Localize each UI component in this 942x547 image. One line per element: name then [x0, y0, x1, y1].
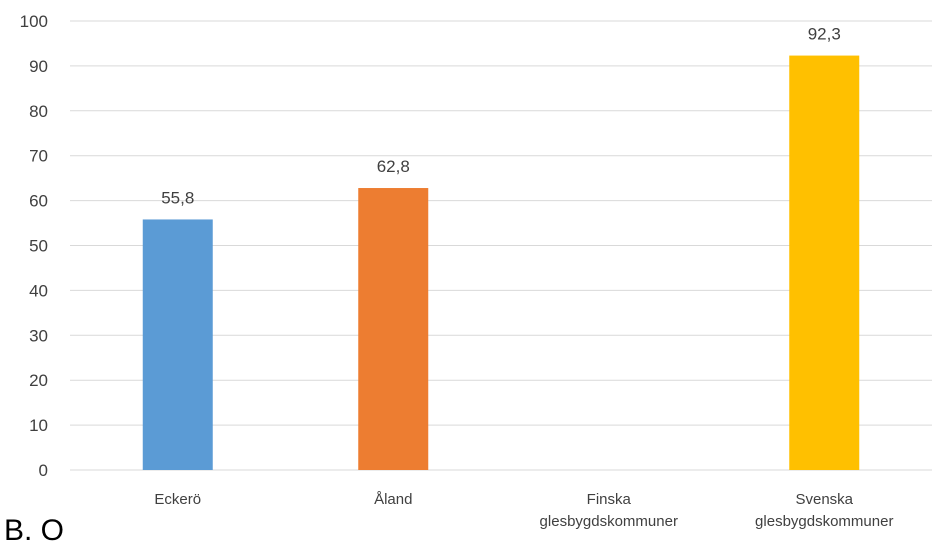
- bars: [142, 55, 860, 471]
- x-axis-categories: Eckerö Åland Finska glesbygdskommuner Svensk…: [154, 491, 893, 530]
- bar: [142, 219, 213, 470]
- y-tick-label: 90: [29, 57, 48, 76]
- y-axis-ticks: 0 10 20 30 40 50 60 70 80 90 100: [20, 12, 48, 480]
- y-tick-label: 60: [29, 192, 48, 211]
- data-label: 92,3: [808, 25, 841, 44]
- y-tick-label: 30: [29, 326, 48, 345]
- y-tick-label: 70: [29, 147, 48, 166]
- y-tick-label: 100: [20, 12, 48, 31]
- y-tick-label: 20: [29, 371, 48, 390]
- x-category-label: glesbygdskommuner: [540, 513, 678, 530]
- data-label: 55,8: [161, 188, 194, 207]
- gridlines: [70, 20, 932, 471]
- y-tick-label: 40: [29, 281, 48, 300]
- x-category-label: Åland: [374, 491, 412, 508]
- x-category-label: Finska: [587, 491, 632, 508]
- x-category-label: Eckerö: [154, 491, 201, 508]
- data-label: 62,8: [377, 157, 410, 176]
- x-category-label: Svenska: [795, 491, 853, 508]
- y-tick-label: 10: [29, 416, 48, 435]
- y-tick-label: 80: [29, 102, 48, 121]
- bar-chart: 0 10 20 30 40 50 60 70 80 90 100 55,8 62,8 92,3 Ecke…: [20, 12, 932, 530]
- y-tick-label: 50: [29, 237, 48, 256]
- bar: [789, 55, 860, 471]
- x-category-label: glesbygdskommuner: [755, 513, 893, 530]
- bar: [358, 188, 429, 470]
- y-tick-label: 0: [39, 461, 48, 480]
- data-labels: 55,8 62,8 92,3: [161, 25, 841, 208]
- cropped-footer-text: B. O: [4, 514, 65, 547]
